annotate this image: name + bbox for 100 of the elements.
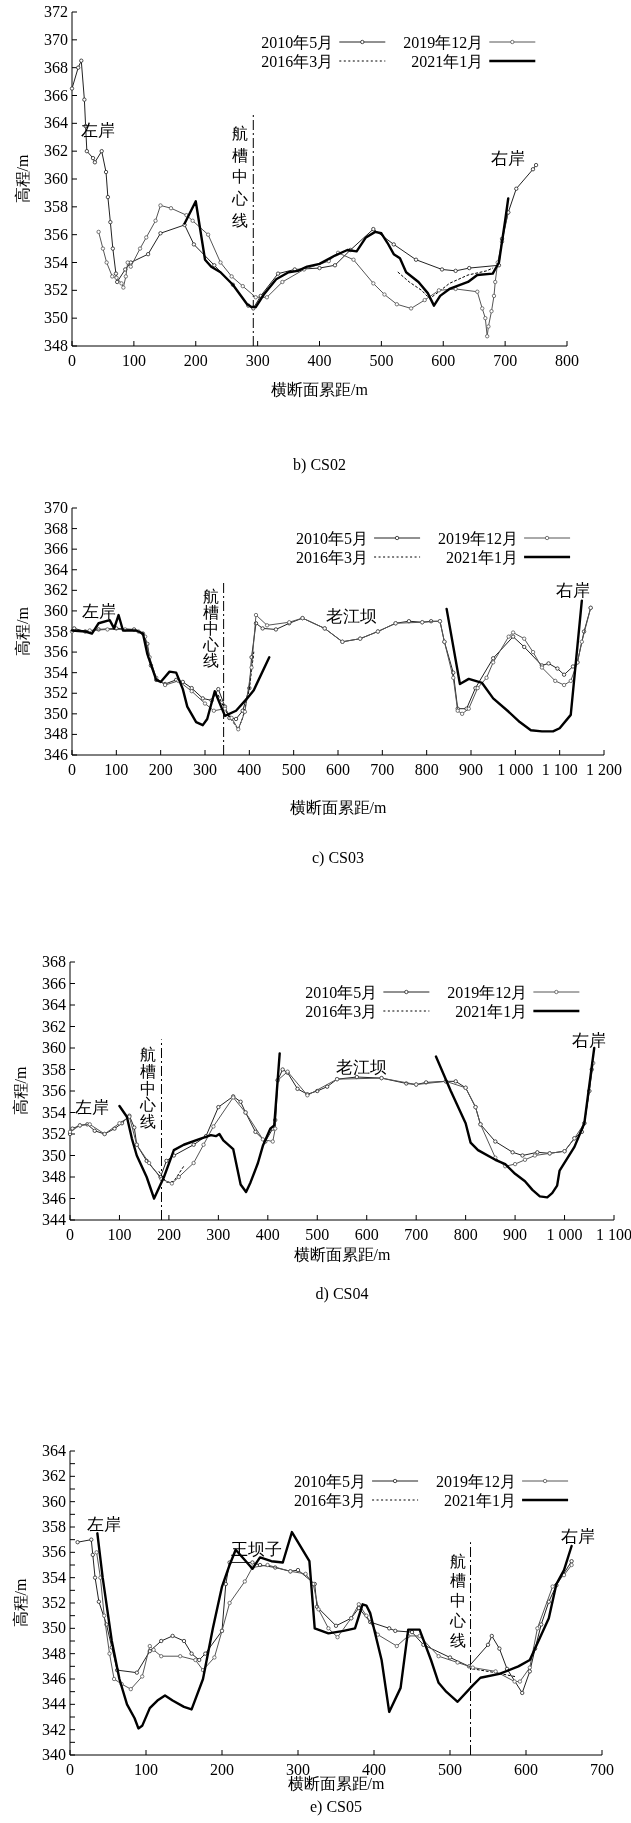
y-tick-label: 354	[44, 253, 68, 271]
annotation: 老江坝	[336, 1058, 388, 1078]
y-tick-label: 350	[42, 1146, 66, 1164]
y-tick-label: 360	[44, 170, 68, 187]
y-tick-label: 354	[42, 1568, 66, 1586]
x-tick-label: 500	[305, 1226, 330, 1243]
x-tick-label: 200	[183, 352, 208, 369]
y-tick-label: 362	[44, 142, 68, 160]
x-axis-title: 横断面累距/m	[289, 799, 387, 816]
x-tick-label: 900	[503, 1226, 528, 1243]
y-tick-label: 358	[42, 1060, 66, 1078]
x-tick-label: 600	[326, 761, 350, 778]
y-tick-label: 340	[42, 1746, 66, 1763]
text: b) CS02	[293, 456, 346, 474]
x-tick-label: 1 100	[596, 1226, 631, 1243]
ref-line-label: 航槽中心线	[201, 587, 219, 670]
annotation: 左岸	[75, 1098, 110, 1118]
y-tick-label: 356	[42, 1082, 66, 1099]
ref-line-label: 航槽中心线	[448, 1552, 466, 1649]
y-tick-label: 350	[44, 309, 68, 327]
x-tick-label: 1 000	[497, 761, 534, 778]
x-tick-label: 800	[555, 352, 579, 369]
y-tick-label: 356	[42, 1543, 66, 1561]
y-tick-label: 366	[44, 540, 68, 558]
legend-label: 2010年5月	[261, 34, 334, 51]
x-tick-label: 300	[193, 761, 217, 778]
y-tick-label: 356	[44, 225, 68, 243]
legend-label: 2019年12月	[447, 984, 528, 1001]
annotation: 右岸	[491, 149, 526, 169]
legend-label: 2021年1月	[455, 1003, 528, 1020]
x-tick-label: 1 000	[546, 1226, 583, 1243]
text: d) CS04	[315, 1285, 369, 1303]
y-tick-label: 358	[44, 622, 68, 640]
legend-label: 2010年5月	[305, 984, 378, 1001]
y-tick-label: 368	[42, 953, 66, 970]
x-tick-label: 600	[354, 1226, 379, 1243]
y-tick-label: 360	[42, 1039, 66, 1056]
x-tick-label: 800	[453, 1226, 478, 1243]
x-axis-title: 横断面累距/m	[293, 1246, 391, 1263]
legend-label: 2016年3月	[294, 1492, 367, 1509]
legend-label: 2010年5月	[294, 1473, 367, 1490]
annotation: 左岸	[87, 1515, 122, 1535]
x-tick-label: 900	[459, 761, 483, 778]
y-tick-label: 362	[42, 1017, 66, 1035]
y-tick-label: 358	[44, 197, 68, 215]
x-tick-label: 500	[281, 761, 306, 778]
y-tick-label: 346	[42, 1189, 66, 1207]
annotation: 右岸	[555, 581, 590, 601]
x-tick-label: 0	[68, 761, 76, 778]
y-axis-title: 高程/m	[12, 1066, 29, 1116]
y-axis-title: 高程/m	[12, 1578, 29, 1628]
y-tick-label: 360	[44, 601, 68, 619]
x-tick-label: 1 100	[541, 761, 578, 778]
x-axis-title: 横断面累距/m	[271, 381, 369, 398]
y-tick-label: 372	[44, 3, 68, 20]
legend-label: 2019年12月	[438, 530, 519, 547]
y-tick-label: 364	[42, 1442, 66, 1459]
annotation: 左岸	[81, 601, 116, 621]
x-tick-label: 0	[66, 1761, 74, 1778]
x-tick-label: 0	[66, 1226, 74, 1243]
x-tick-label: 400	[255, 1226, 280, 1243]
annotation: 左岸	[80, 121, 115, 141]
x-tick-label: 400	[362, 1761, 386, 1778]
y-tick-label: 362	[44, 581, 68, 599]
y-tick-label: 358	[42, 1518, 66, 1535]
annotation: 右岸	[560, 1526, 595, 1546]
text: e) CS05	[310, 1798, 362, 1816]
y-tick-label: 348	[44, 725, 68, 743]
y-tick-label: 352	[44, 684, 68, 702]
x-tick-label: 0	[68, 352, 76, 369]
y-tick-label: 350	[42, 1619, 66, 1637]
ref-line-label: 航槽中心线	[231, 124, 249, 229]
x-tick-label: 300	[206, 1226, 231, 1243]
y-tick-label: 346	[42, 1670, 66, 1687]
y-tick-label: 342	[42, 1720, 66, 1738]
x-tick-label: 200	[148, 761, 173, 778]
x-tick-label: 100	[134, 1761, 158, 1778]
annotation: 右岸	[572, 1031, 607, 1051]
y-tick-label: 354	[44, 663, 68, 681]
x-tick-label: 100	[107, 1226, 132, 1243]
x-tick-label: 1 200	[586, 761, 622, 778]
x-tick-label: 500	[369, 352, 394, 369]
legend-label: 2016年3月	[296, 549, 369, 566]
x-tick-label: 400	[237, 761, 262, 778]
y-tick-label: 352	[42, 1594, 66, 1611]
legend-label: 2019年12月	[403, 34, 484, 51]
legend-label: 2019年12月	[436, 1473, 517, 1490]
legend-label: 2021年1月	[411, 53, 484, 70]
x-tick-label: 600	[431, 352, 456, 369]
legend-label: 2016年3月	[261, 53, 334, 70]
y-tick-label: 370	[44, 30, 68, 48]
y-tick-label: 344	[42, 1695, 66, 1713]
x-tick-label: 300	[245, 352, 270, 369]
x-tick-label: 800	[414, 761, 439, 778]
x-tick-label: 200	[210, 1761, 234, 1778]
legend-label: 2021年1月	[444, 1492, 517, 1509]
y-tick-label: 370	[44, 499, 68, 516]
x-tick-label: 700	[404, 1226, 429, 1243]
y-tick-label: 348	[42, 1168, 66, 1185]
legend-label: 2021年1月	[446, 549, 519, 566]
